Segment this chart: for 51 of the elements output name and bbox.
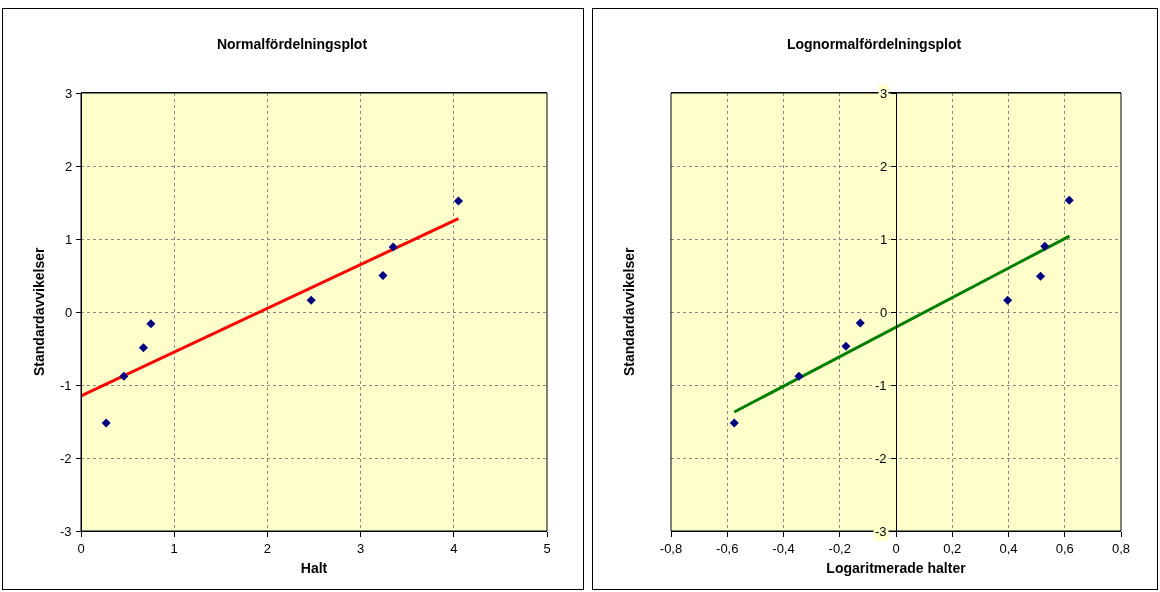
point (388, 242, 398, 252)
x-tick-label: 0,2 (943, 540, 962, 556)
y-tick-label: -1 (60, 378, 72, 393)
y-tick-label: -3 (60, 524, 72, 539)
point (1040, 241, 1050, 251)
chart-title: Normalfördelningsplot (216, 35, 368, 52)
x-tick-label: -0,8 (659, 540, 683, 556)
x-axis-title: Halt (300, 559, 328, 576)
point (794, 371, 804, 381)
point (855, 318, 865, 328)
point (1036, 271, 1046, 281)
y-axis-title: Standardavvikelser (621, 247, 637, 376)
y-tick-label: 1 (65, 232, 73, 247)
y-tick-label: 2 (65, 159, 73, 174)
point (729, 418, 739, 428)
y-tick-label: 0 (65, 305, 73, 320)
x-tick-label: 2 (263, 540, 272, 556)
y-tick-label: 2 (880, 159, 888, 174)
y-tick-label: -1 (875, 378, 887, 393)
point (138, 343, 148, 353)
x-tick-label: 3 (356, 540, 365, 556)
point (119, 371, 129, 381)
x-tick-label: 0,8 (1111, 540, 1131, 556)
x-tick-label: 0,6 (1055, 540, 1074, 556)
y-tick-label: 0 (880, 305, 888, 320)
point (453, 196, 464, 206)
y-tick-label: 3 (880, 86, 888, 101)
x-tick-label: 0,4 (999, 540, 1018, 556)
point (1064, 195, 1074, 205)
y-axis-title: Standardavvikelser (31, 247, 47, 376)
x-axis-title: Logaritmerade halter (826, 559, 967, 576)
point (841, 341, 851, 351)
y-tick-label: -2 (60, 451, 72, 466)
chart-title: Lognormalfördelningsplot (786, 35, 962, 52)
y-tick-label: 3 (65, 86, 73, 101)
point (1003, 295, 1013, 305)
x-tick-label: -0,2 (828, 540, 851, 556)
x-tick-label: 0 (77, 540, 85, 556)
point (146, 319, 156, 329)
x-tick-label: 0 (892, 540, 900, 556)
x-tick-label: -0,6 (716, 540, 739, 556)
x-tick-label: 4 (450, 540, 458, 556)
point (378, 270, 388, 281)
y-tick-label: 1 (880, 232, 888, 247)
x-tick-label: -0,4 (772, 540, 795, 556)
y-tick-label: -3 (875, 524, 887, 539)
x-tick-label: 1 (170, 540, 178, 556)
y-tick-label: -2 (875, 451, 887, 466)
point (306, 295, 316, 305)
x-tick-label: 5 (543, 540, 551, 556)
point (101, 418, 111, 428)
